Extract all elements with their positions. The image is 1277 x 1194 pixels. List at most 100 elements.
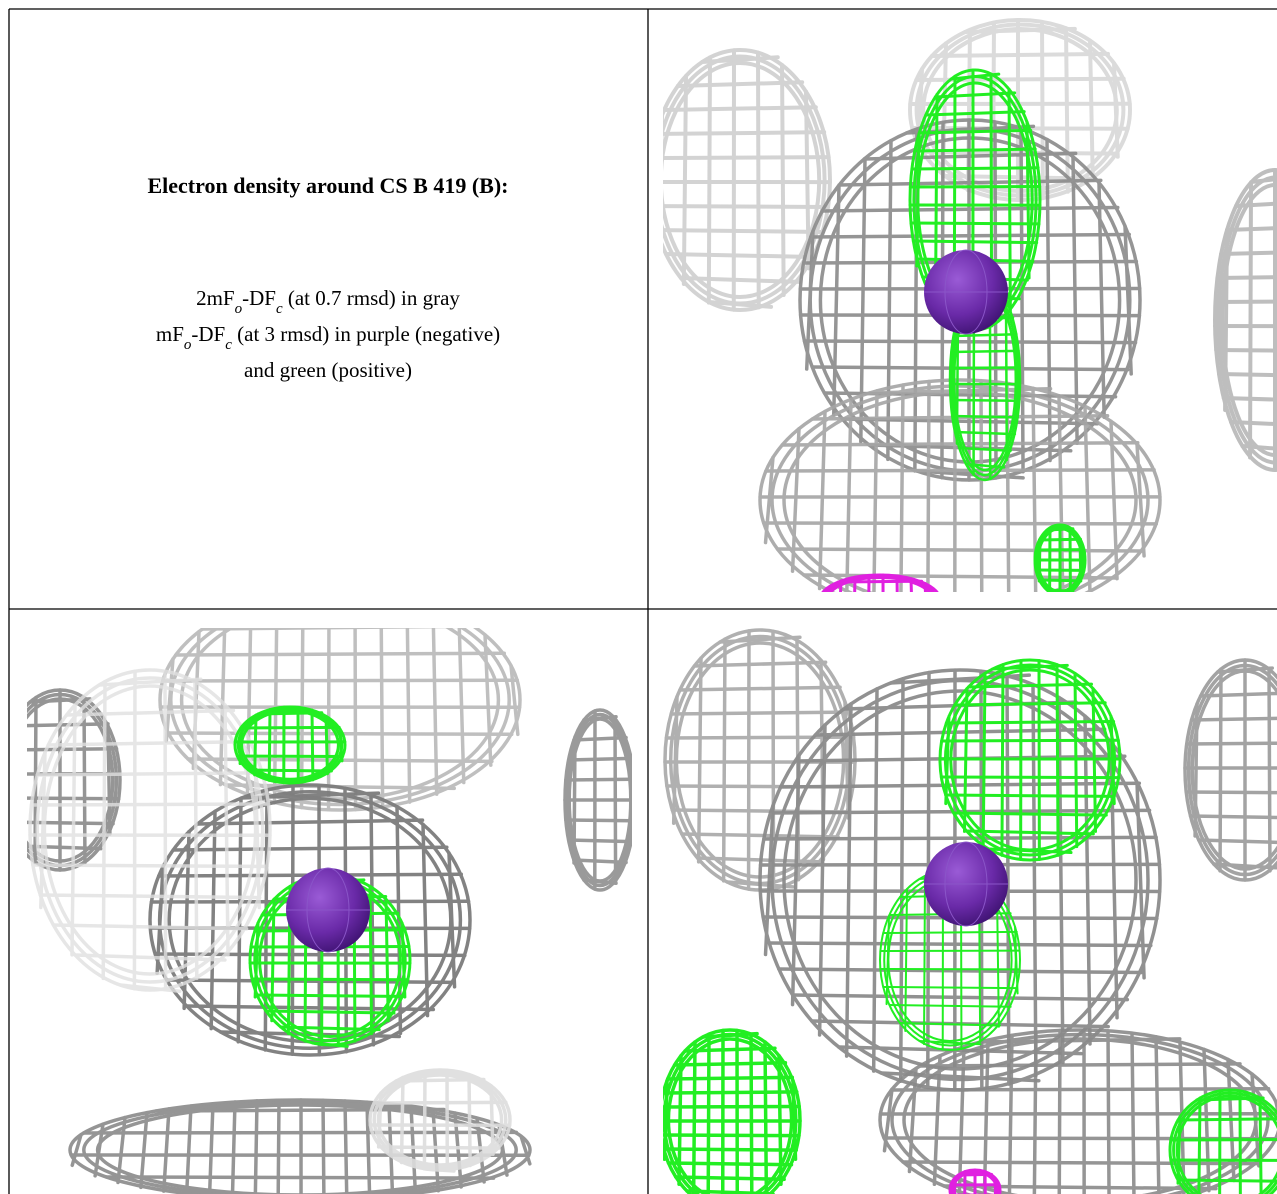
mesh-outline <box>240 709 340 781</box>
mesh <box>663 1028 802 1194</box>
mesh-outline <box>1186 663 1277 877</box>
mesh-line <box>1019 126 1025 474</box>
mesh-line <box>104 1175 496 1180</box>
mesh-line <box>139 1110 149 1190</box>
mesh-line <box>949 398 1021 403</box>
mesh-line <box>572 858 628 865</box>
mesh-line <box>953 701 1107 707</box>
mesh-outline <box>376 1073 504 1167</box>
mesh-line <box>27 796 121 801</box>
mesh-line <box>817 723 827 1037</box>
mesh-outline <box>372 1070 508 1170</box>
mesh-outline <box>28 668 272 992</box>
mesh-line <box>38 893 262 900</box>
mesh-outline <box>828 576 932 592</box>
mesh-line <box>1267 667 1272 873</box>
mesh-outline <box>1213 168 1277 472</box>
mesh-line <box>930 51 1110 58</box>
mesh <box>233 705 347 785</box>
mesh-outline <box>368 1068 512 1172</box>
mesh-outline <box>567 717 632 883</box>
mesh-line <box>907 1066 918 1174</box>
mesh-line <box>802 339 1138 345</box>
mesh-outline <box>1190 669 1277 871</box>
mesh-line <box>872 389 879 592</box>
mesh-line <box>239 725 341 730</box>
mesh-line <box>820 205 1120 213</box>
mesh-line <box>1219 250 1277 256</box>
table-borders <box>8 8 1277 1194</box>
mesh-line <box>706 1032 711 1194</box>
mesh-line <box>272 628 279 805</box>
mesh-outline <box>1036 527 1084 592</box>
mesh-line <box>663 1090 799 1095</box>
mesh-line <box>1229 420 1277 427</box>
mesh <box>563 708 632 892</box>
mesh-line <box>566 838 632 844</box>
mesh-line <box>663 130 827 136</box>
mesh-line <box>910 166 1040 171</box>
mesh-line <box>29 802 271 807</box>
mesh-line <box>1188 814 1277 820</box>
mesh-line <box>678 685 842 692</box>
mesh-line <box>519 1134 532 1166</box>
mesh-outline <box>563 708 632 892</box>
mesh-line <box>264 1009 396 1015</box>
mesh-line <box>1083 714 1092 1046</box>
mesh-line <box>153 952 467 958</box>
mesh-line <box>1031 386 1038 592</box>
mesh-line <box>250 977 410 982</box>
mesh-line <box>1130 1031 1136 1194</box>
mesh-line <box>775 547 1145 553</box>
mesh-line <box>1213 299 1277 304</box>
mesh-line <box>1106 1029 1111 1194</box>
mesh-line <box>1004 298 1009 462</box>
mesh-line <box>379 1145 501 1150</box>
mesh-line <box>923 874 926 1046</box>
mesh <box>1168 1088 1277 1194</box>
mesh-line <box>399 1075 405 1165</box>
subscript: c <box>276 301 283 317</box>
mesh-outline <box>949 668 1111 852</box>
mesh-line <box>566 756 632 762</box>
mesh-line <box>1258 1096 1263 1194</box>
mesh-outline <box>770 678 1150 1082</box>
mesh-line <box>901 1160 1259 1166</box>
mesh-line <box>1176 1178 1277 1183</box>
mesh-line <box>859 156 867 444</box>
mesh-line <box>669 710 851 716</box>
mesh-line <box>952 811 1108 817</box>
mesh-outline <box>236 707 344 783</box>
mesh <box>27 688 122 872</box>
mesh-line <box>924 110 1026 117</box>
mesh-line <box>908 184 1042 189</box>
mesh-line <box>184 1004 436 1012</box>
mesh-line <box>267 708 272 782</box>
mesh-outline <box>179 628 501 801</box>
mesh-line <box>1218 667 1223 873</box>
mesh-line <box>888 1004 1012 1008</box>
mesh-line <box>467 1072 472 1168</box>
mesh-line <box>422 1069 427 1171</box>
mesh <box>28 668 272 993</box>
mesh-line <box>1176 1117 1277 1122</box>
mesh-line <box>882 930 1018 934</box>
mesh-line <box>790 993 1130 1002</box>
mesh-line <box>780 63 786 297</box>
mesh-line <box>270 897 276 1023</box>
mesh-line <box>353 628 358 812</box>
caption-text: -DF <box>242 286 276 310</box>
mesh-line <box>572 735 628 742</box>
mesh-line <box>457 628 466 785</box>
mesh-line <box>1057 1028 1062 1194</box>
mesh-line <box>310 708 315 782</box>
mesh-outline <box>169 628 511 807</box>
mesh-line <box>1196 838 1277 845</box>
mesh-line <box>762 835 1158 841</box>
mesh <box>821 573 939 592</box>
mesh-line <box>64 708 236 717</box>
mesh-line <box>82 695 87 865</box>
mesh-line <box>31 863 269 869</box>
mesh-line <box>882 986 1018 990</box>
mesh-line <box>247 768 333 773</box>
